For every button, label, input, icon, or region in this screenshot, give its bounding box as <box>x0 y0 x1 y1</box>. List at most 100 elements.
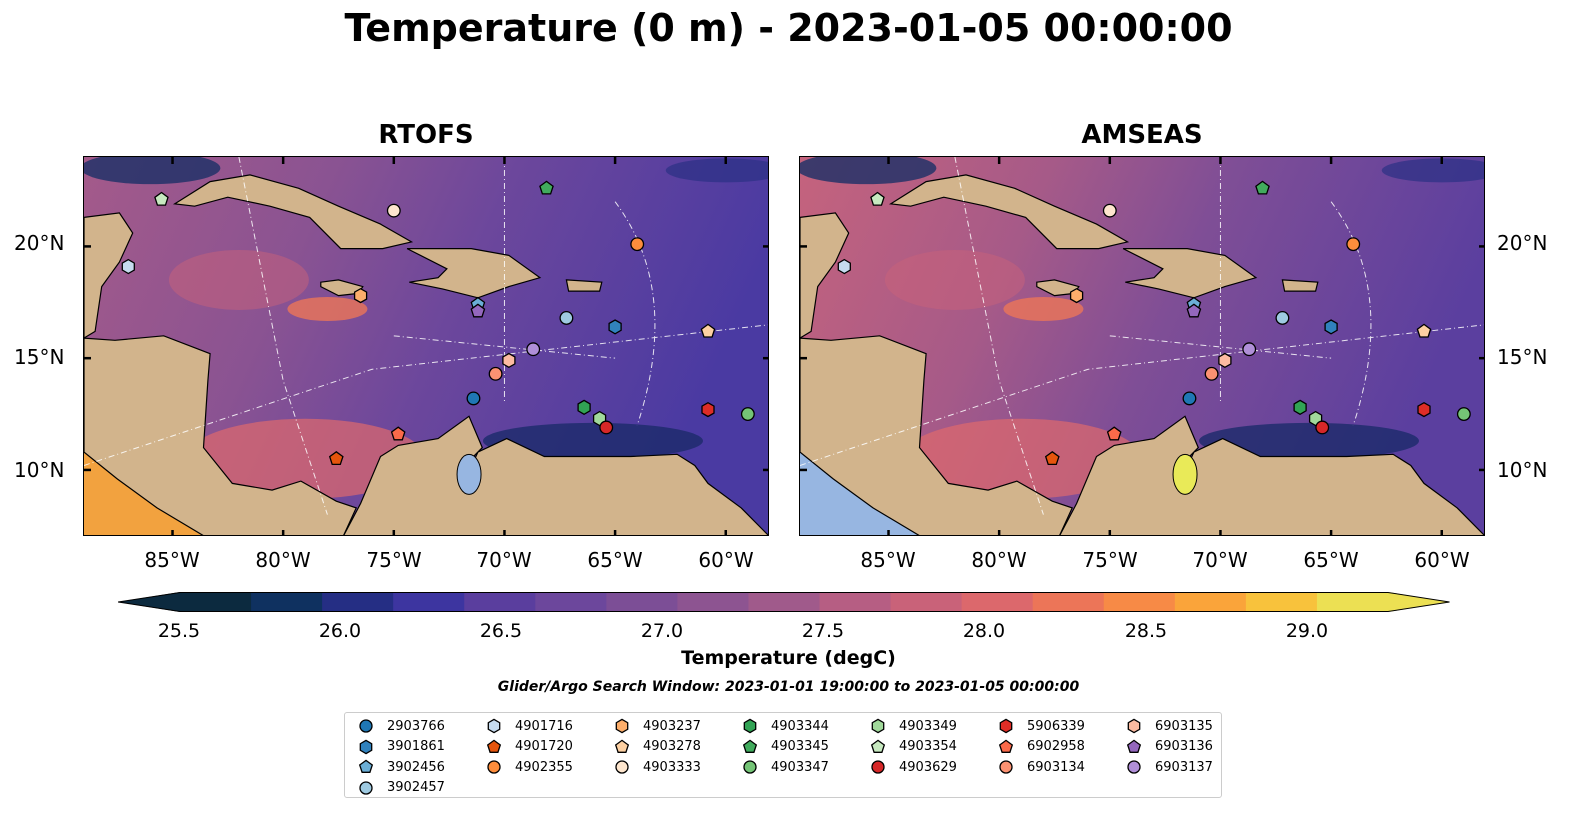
legend-marker-icon[interactable] <box>487 718 501 734</box>
legend-label: 4903278 <box>643 739 701 754</box>
float-marker-4903629[interactable] <box>599 420 614 435</box>
legend-marker-icon[interactable] <box>999 718 1013 734</box>
float-marker-6903136[interactable] <box>470 303 486 318</box>
colorbar-bin <box>1032 592 1105 612</box>
legend-marker-icon[interactable] <box>999 760 1013 774</box>
legend-entry: 2903766 <box>357 717 445 735</box>
float-marker-4903354[interactable] <box>154 191 169 206</box>
float-marker-4903344[interactable] <box>1293 399 1307 416</box>
hispaniola-land <box>1122 247 1258 299</box>
float-marker-6902958[interactable] <box>390 426 406 441</box>
legend-entry: 4903354 <box>869 738 957 756</box>
float-marker-4903333[interactable] <box>386 203 401 218</box>
legend-marker-icon[interactable] <box>871 718 885 734</box>
legend-label: 3902456 <box>387 759 445 775</box>
yucatan-land <box>800 212 850 339</box>
float-marker-2903766[interactable] <box>1182 391 1197 406</box>
legend-entry: 4903345 <box>741 738 829 756</box>
legend-marker-icon[interactable] <box>615 760 629 774</box>
legend-marker-icon[interactable] <box>743 718 757 734</box>
float-marker-6903137[interactable] <box>526 342 541 357</box>
legend-marker-icon[interactable] <box>359 780 373 795</box>
puerto-rico-land <box>1281 279 1319 292</box>
legend-marker-icon[interactable] <box>486 739 502 753</box>
lat-label-10n-right: 10°N <box>1497 458 1548 482</box>
float-marker-3901861[interactable] <box>608 319 622 335</box>
float-marker-4903354[interactable] <box>870 191 885 206</box>
legend-entry: 6903136 <box>1125 738 1213 756</box>
legend-marker-icon[interactable] <box>1127 760 1141 774</box>
float-marker-4901720[interactable] <box>328 450 344 466</box>
float-marker-5906339[interactable] <box>701 401 715 418</box>
south-america-land <box>343 415 768 535</box>
float-marker-4903347[interactable] <box>740 407 755 422</box>
float-marker-4903344[interactable] <box>577 399 591 416</box>
float-marker-3901861[interactable] <box>1324 319 1338 335</box>
legend-marker-icon[interactable] <box>359 739 373 754</box>
legend-label: 4903347 <box>771 759 829 775</box>
float-marker-4903333[interactable] <box>1102 203 1117 218</box>
legend-label: 2903766 <box>387 718 445 734</box>
legend-marker-icon[interactable] <box>487 760 501 774</box>
map-panel-rtofs[interactable] <box>83 156 769 536</box>
legend-label: 3901861 <box>387 739 445 754</box>
float-marker-4901716[interactable] <box>121 258 135 275</box>
lon-label-85w-rtofs: 85°W <box>144 548 200 572</box>
float-marker-4903345[interactable] <box>1255 180 1270 195</box>
float-marker-4903237[interactable] <box>353 287 368 304</box>
legend-marker-icon[interactable] <box>870 739 886 753</box>
colorbar-label: Temperature (degC) <box>681 647 896 669</box>
legend-marker-icon[interactable] <box>998 739 1014 753</box>
legend-label: 4903237 <box>643 718 701 734</box>
float-marker-6903134[interactable] <box>488 366 503 381</box>
float-marker-6903137[interactable] <box>1242 342 1257 357</box>
float-marker-4903629[interactable] <box>1315 420 1330 435</box>
warm-water-patches <box>168 249 426 499</box>
float-marker-3902457[interactable] <box>1275 310 1290 325</box>
lon-label-70w-amseas: 70°W <box>1192 548 1248 572</box>
legend-marker-icon[interactable] <box>614 739 630 753</box>
float-marker-6903136[interactable] <box>1186 303 1202 318</box>
float-marker-6903135[interactable] <box>1218 352 1232 369</box>
float-marker-4902355[interactable] <box>1346 237 1361 252</box>
float-marker-6902958[interactable] <box>1106 426 1122 441</box>
float-marker-3902457[interactable] <box>559 310 574 325</box>
colorbar-tick-28-0: 28.0 <box>962 620 1006 642</box>
float-marker-4902355[interactable] <box>630 237 645 252</box>
float-marker-2903766[interactable] <box>466 391 481 406</box>
legend-marker-icon[interactable] <box>358 759 374 773</box>
legend-entry: 6903135 <box>1125 717 1213 735</box>
float-marker-4901720[interactable] <box>1044 450 1060 466</box>
legend-entry: 6903137 <box>1125 758 1213 776</box>
legend-label: 4901720 <box>515 739 573 754</box>
map-panel-amseas[interactable] <box>799 156 1485 536</box>
float-marker-5906339[interactable] <box>1417 401 1431 418</box>
legend-marker-icon[interactable] <box>1126 739 1142 753</box>
float-marker-4903278[interactable] <box>1416 323 1432 338</box>
legend-marker-icon[interactable] <box>742 739 758 753</box>
float-marker-4903237[interactable] <box>1069 287 1084 304</box>
lon-label-85w-amseas: 85°W <box>860 548 916 572</box>
legend-marker-icon[interactable] <box>871 760 885 774</box>
float-marker-4903345[interactable] <box>539 180 554 195</box>
legend-marker-icon[interactable] <box>743 760 757 774</box>
hispaniola-land <box>406 247 542 299</box>
legend-entry: 3902457 <box>357 779 445 797</box>
float-marker-6903135[interactable] <box>502 352 516 369</box>
colorbar-bin <box>1174 592 1247 612</box>
search-window-caption: Glider/Argo Search Window: 2023-01-01 19… <box>497 679 1080 695</box>
legend-entry: 4903344 <box>741 717 829 735</box>
legend-marker-icon[interactable] <box>1127 718 1141 734</box>
float-marker-6903134[interactable] <box>1204 366 1219 381</box>
legend-marker-icon[interactable] <box>359 719 373 733</box>
pacific-ocean-area <box>800 452 919 535</box>
float-marker-4903347[interactable] <box>1456 407 1471 422</box>
float-marker-4903278[interactable] <box>700 323 716 338</box>
legend-marker-icon[interactable] <box>615 718 629 734</box>
legend-label: 6902958 <box>1027 739 1085 754</box>
warm-water-patches <box>884 249 1142 499</box>
float-marker-4901716[interactable] <box>837 258 851 275</box>
legend-label: 4903629 <box>899 759 957 775</box>
legend-label: 4903333 <box>643 759 701 775</box>
colorbar-bin <box>748 592 821 612</box>
